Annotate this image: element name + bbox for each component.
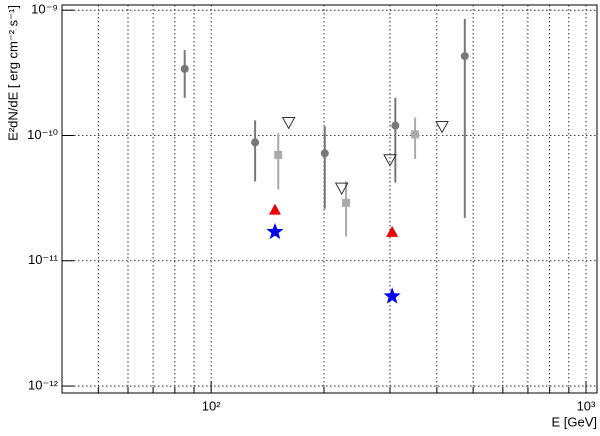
x-axis-label: E [GeV] — [551, 414, 597, 429]
y-tick-label: 10⁻¹⁰ — [27, 127, 58, 142]
x-tick-label: 10² — [202, 398, 221, 413]
y-tick-label: 10⁻¹² — [28, 377, 59, 392]
data-point — [383, 287, 401, 304]
data-point — [386, 225, 399, 237]
plot-frame — [61, 4, 598, 394]
data-point — [266, 222, 284, 240]
upper-limit — [435, 120, 449, 134]
data-point — [320, 149, 329, 158]
data-point — [268, 203, 281, 215]
data-point — [391, 121, 400, 130]
data-point — [274, 150, 283, 159]
data-point — [460, 52, 469, 61]
data-point — [180, 64, 189, 73]
y-tick-label: 10⁻⁹ — [31, 2, 58, 17]
x-tick-label: 10³ — [577, 398, 596, 413]
upper-limit — [281, 116, 296, 130]
data-point — [342, 198, 351, 207]
upper-limit — [383, 154, 397, 167]
data-point — [411, 130, 420, 139]
data-point — [251, 138, 260, 147]
y-tick-label: 10⁻¹¹ — [28, 252, 59, 267]
upper-limit — [334, 182, 349, 196]
y-axis-label: E²dN/dE [ erg cm⁻² s⁻¹] — [5, 5, 20, 141]
